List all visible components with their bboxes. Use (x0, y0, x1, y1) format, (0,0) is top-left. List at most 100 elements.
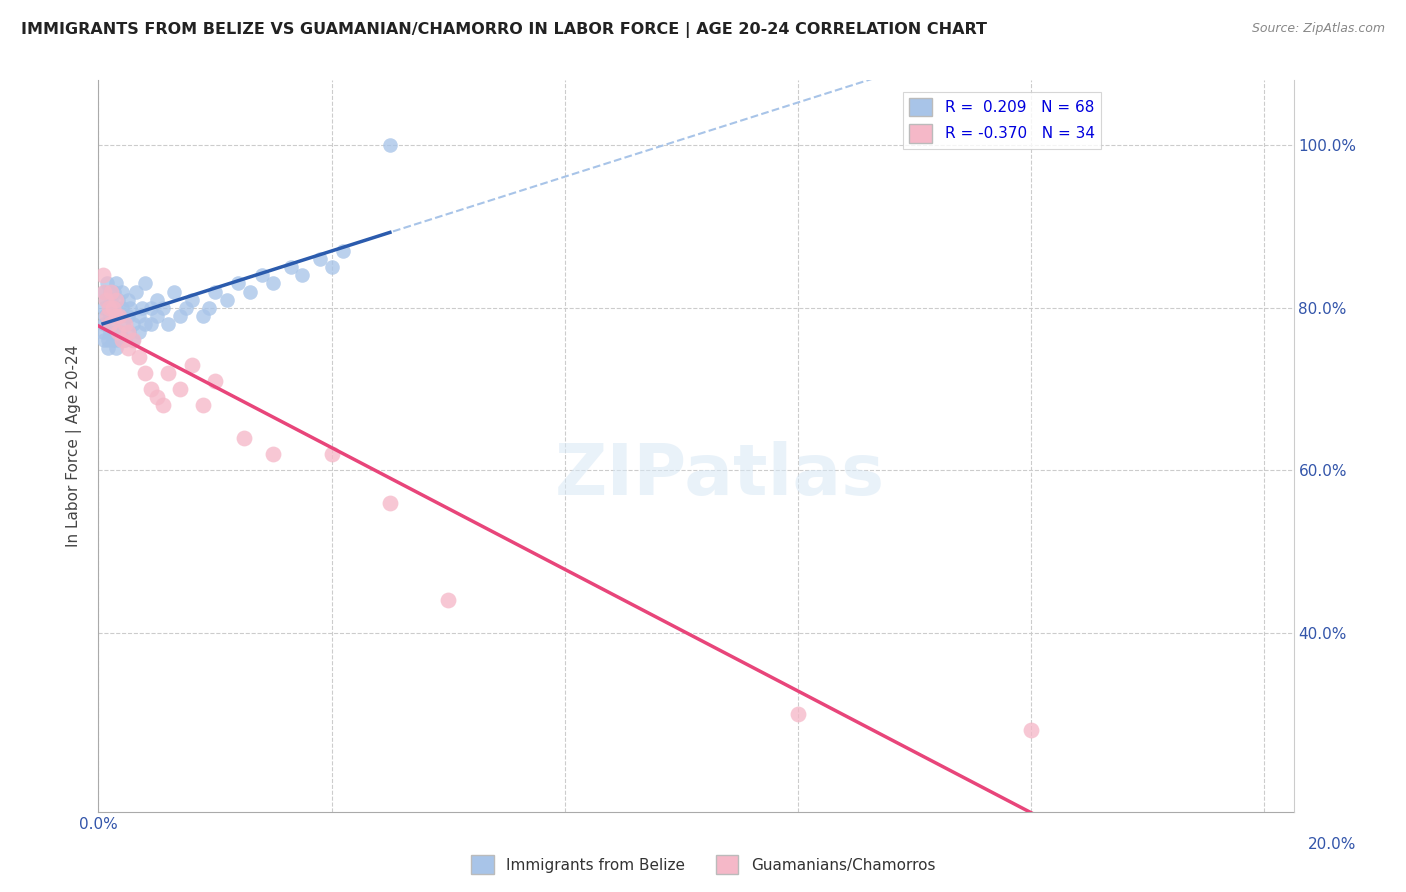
Point (98, 325, 121, 339)
Point (180, 293, 202, 307)
Point (378, 496, 401, 510)
Point (139, 317, 162, 331)
Point (114, 317, 136, 331)
Point (332, 244, 354, 258)
Point (108, 309, 131, 323)
Point (280, 260, 302, 275)
Point (169, 382, 191, 396)
Point (111, 301, 134, 315)
Point (193, 309, 215, 323)
Point (117, 342, 139, 356)
Point (108, 325, 131, 339)
Point (134, 277, 156, 291)
Text: ZIPatlas: ZIPatlas (555, 441, 884, 509)
Point (104, 301, 127, 315)
Point (101, 301, 124, 315)
Point (104, 325, 127, 339)
Point (98, 309, 121, 323)
Point (107, 293, 129, 307)
Point (291, 268, 314, 283)
Point (128, 325, 150, 339)
Point (104, 277, 127, 291)
Point (97, 301, 120, 315)
Point (163, 285, 186, 299)
Point (111, 285, 134, 299)
Point (93, 285, 115, 299)
Point (105, 334, 128, 348)
Point (103, 285, 125, 299)
Point (228, 277, 250, 291)
Point (131, 301, 153, 315)
Legend: R =  0.209   N = 68, R = -0.370   N = 34: R = 0.209 N = 68, R = -0.370 N = 34 (903, 92, 1101, 149)
Point (91, 268, 114, 283)
Point (93, 301, 115, 315)
Point (104, 342, 127, 356)
Point (97, 334, 120, 348)
Point (321, 260, 343, 275)
Point (111, 334, 134, 348)
Point (321, 447, 343, 461)
Point (122, 334, 145, 348)
Point (233, 431, 256, 445)
Point (97, 301, 120, 315)
Point (98, 317, 121, 331)
Point (100, 293, 122, 307)
Point (101, 301, 124, 315)
Point (96, 277, 118, 291)
Point (145, 293, 167, 307)
Point (93, 334, 115, 348)
Point (309, 252, 332, 266)
Point (134, 317, 156, 331)
Point (204, 285, 226, 299)
Point (94, 293, 117, 307)
Point (94, 309, 117, 323)
Point (114, 334, 136, 348)
Point (787, 707, 810, 722)
Point (180, 358, 202, 372)
Point (108, 309, 131, 323)
Point (122, 334, 145, 348)
Point (250, 268, 273, 283)
Point (118, 325, 141, 339)
Point (104, 293, 127, 307)
Point (100, 285, 122, 299)
Point (98, 285, 121, 299)
Point (128, 350, 150, 364)
Point (101, 334, 124, 348)
Point (174, 301, 197, 315)
Point (145, 390, 167, 404)
Point (104, 309, 127, 323)
Point (93, 285, 115, 299)
Point (378, 138, 401, 153)
Point (262, 277, 284, 291)
Point (437, 593, 460, 607)
Point (1019, 723, 1042, 738)
Text: Source: ZipAtlas.com: Source: ZipAtlas.com (1251, 22, 1385, 36)
Text: 20.0%: 20.0% (1308, 837, 1357, 852)
Point (111, 317, 134, 331)
Point (157, 366, 180, 380)
Point (145, 309, 167, 323)
Point (152, 301, 174, 315)
Point (122, 317, 145, 331)
Point (104, 309, 127, 323)
Point (262, 447, 284, 461)
Point (94, 293, 117, 307)
Point (128, 309, 150, 323)
Point (107, 325, 129, 339)
Point (239, 285, 262, 299)
Point (193, 398, 215, 412)
Point (117, 325, 139, 339)
Point (91, 325, 114, 339)
Point (101, 317, 124, 331)
Point (125, 285, 148, 299)
Y-axis label: In Labor Force | Age 20-24: In Labor Force | Age 20-24 (66, 345, 83, 547)
Legend: Immigrants from Belize, Guamanians/Chamorros: Immigrants from Belize, Guamanians/Chamo… (465, 849, 941, 880)
Point (139, 301, 162, 315)
Point (117, 293, 139, 307)
Point (93, 317, 115, 331)
Point (169, 309, 191, 323)
Point (204, 374, 226, 388)
Point (117, 309, 139, 323)
Point (97, 342, 120, 356)
